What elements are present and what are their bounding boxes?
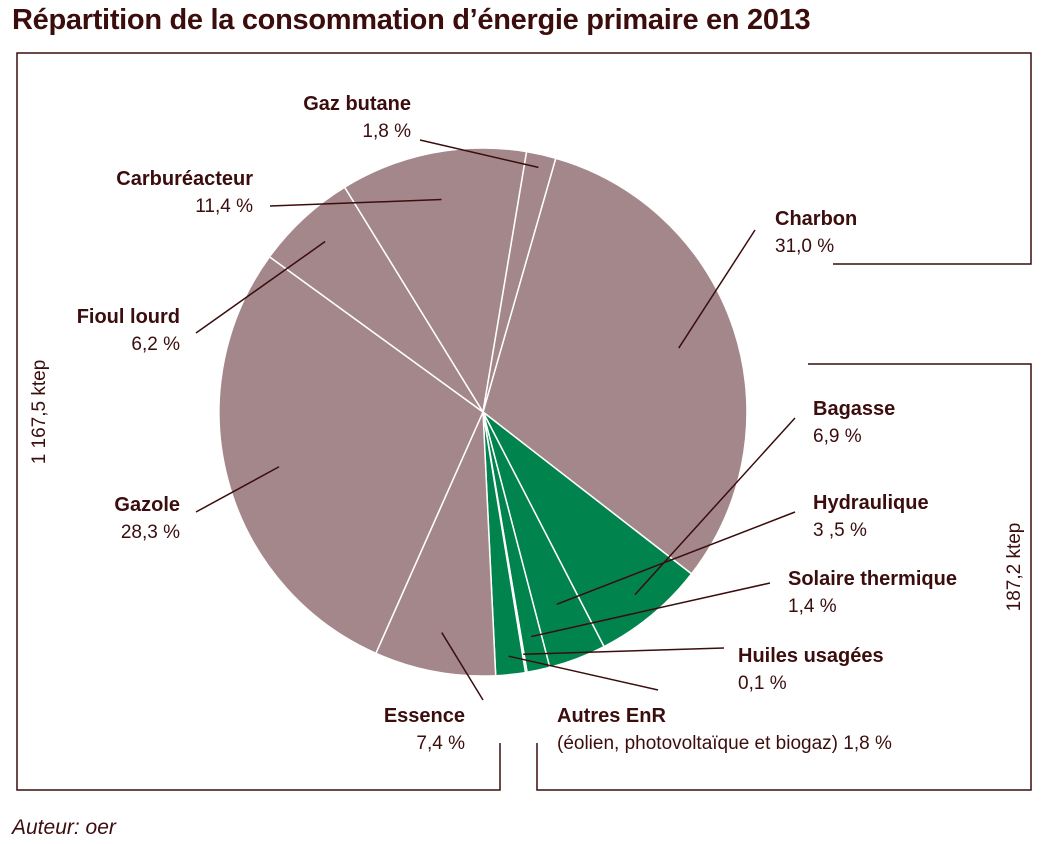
pie-slice bbox=[343, 147, 528, 415]
slice-name-label: Fioul lourd bbox=[77, 306, 180, 328]
slice-value-label: 1,8 % bbox=[362, 121, 411, 142]
pie-slices bbox=[218, 147, 748, 677]
slice-value-label: 6,2 % bbox=[131, 334, 180, 355]
slice-name-label: Charbon bbox=[775, 208, 857, 230]
slice-name-label: Carburéacteur bbox=[116, 168, 253, 190]
leader-line bbox=[441, 632, 484, 701]
leader-line bbox=[195, 466, 280, 513]
slice-name-label: Essence bbox=[384, 705, 465, 727]
slice-name-label: Gaz butane bbox=[303, 93, 411, 115]
slice-value-label: (éolien, photovoltaïque et biogaz) 1,8 % bbox=[557, 733, 892, 754]
pie-slice bbox=[482, 150, 557, 413]
pie-slice bbox=[374, 411, 497, 677]
leader-line bbox=[678, 229, 756, 349]
slice-value-label: 31,0 % bbox=[775, 236, 834, 257]
slice-value-label: 3 ,5 % bbox=[813, 520, 867, 541]
slice-name-label: Gazole bbox=[114, 494, 180, 516]
slice-value-label: 6,9 % bbox=[813, 426, 862, 447]
slice-name-label: Solaire thermique bbox=[788, 568, 957, 590]
slice-name-label: Autres EnR bbox=[557, 705, 666, 727]
pie-slice bbox=[482, 411, 693, 648]
fossil-bracket bbox=[16, 52, 1032, 791]
leader-line bbox=[634, 417, 796, 596]
slice-value-label: 0,1 % bbox=[738, 673, 787, 694]
leader-lines bbox=[195, 139, 796, 701]
slice-value-label: 11,4 % bbox=[195, 196, 253, 217]
leader-line bbox=[531, 582, 771, 638]
leader-line bbox=[195, 240, 326, 334]
slice-name-label: Hydraulique bbox=[813, 492, 929, 514]
leader-line bbox=[269, 198, 442, 207]
leader-line bbox=[508, 655, 659, 691]
author-credit: Auteur: oer bbox=[12, 816, 116, 839]
renewable-bracket bbox=[536, 363, 1032, 791]
pie-slice bbox=[482, 157, 748, 575]
slice-name-label: Huiles usagées bbox=[738, 645, 884, 667]
slice-name-label: Bagasse bbox=[813, 398, 895, 420]
leader-line bbox=[419, 139, 539, 169]
slice-value-label: 1,4 % bbox=[788, 596, 837, 617]
slice-value-label: 7,4 % bbox=[416, 733, 465, 754]
pie-slice bbox=[218, 255, 484, 655]
leader-line bbox=[556, 511, 796, 605]
slice-value-label: 28,3 % bbox=[121, 522, 180, 543]
leader-line bbox=[523, 647, 725, 655]
renewable-total-label: 187,2 ktep bbox=[1004, 523, 1025, 612]
chart-title: Répartition de la consommation d’énergie… bbox=[12, 4, 811, 36]
fossil-total-label: 1 167,5 ktep bbox=[29, 360, 50, 465]
slice-labels: Charbon 31,0 % Bagasse 6,9 % Hydraulique 3 ,5… bbox=[77, 93, 957, 754]
